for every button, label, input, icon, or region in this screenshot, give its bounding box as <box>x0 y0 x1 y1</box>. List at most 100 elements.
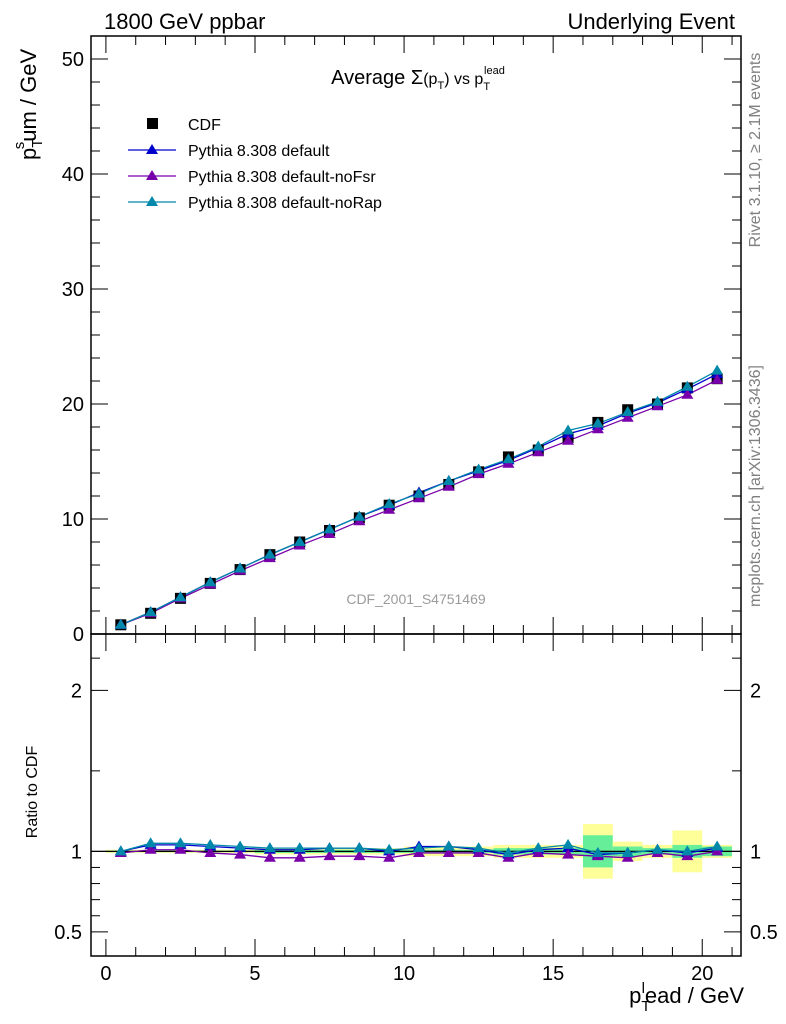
ratio-point-pythia-8-308-default-norap <box>383 843 396 854</box>
ratio-y-tick-label-right: 0.5 <box>750 922 778 944</box>
data-point-pythia-8-308-default-norap <box>502 453 515 464</box>
data-point-pythia-8-308-default-norap <box>204 576 217 587</box>
data-point-pythia-8-308-default-norap <box>442 475 455 486</box>
ratio-point-pythia-8-308-default-nofsr <box>174 843 187 854</box>
header-right: Underlying Event <box>567 9 735 34</box>
ratio-axis-ticks: 0.5 0.51 12 20 5 10 15 20 <box>54 634 778 985</box>
ratio-point-pythia-8-308-default-norap <box>174 837 187 848</box>
data-point-pythia-8-308-default-nofsr <box>562 434 575 445</box>
data-point-pythia-8-308-default-norap <box>532 440 545 451</box>
ratio-plot-frame <box>90 633 742 957</box>
ratio-y-tick-label-left: 2 <box>71 680 82 702</box>
ratio-point-pythia-8-308-default-norap <box>442 840 455 851</box>
ratio-point-pythia-8-308-default-norap <box>472 842 485 853</box>
ratio-point-pythia-8-308-default-norap <box>412 842 425 853</box>
data-point-pythia-8-308-default-nofsr <box>383 503 396 514</box>
data-point-pythia-8-308-default-nofsr <box>532 446 545 457</box>
legend-entry-pythia-nofsr: Pythia 8.308 default-noFsr <box>128 169 376 186</box>
x-tick-label: 0 <box>100 963 111 985</box>
main-plot-panel: 0 10 20 30 40 50 Average Σ(pT) vs pTlead pTsu… <box>11 35 742 646</box>
ratio-point-pythia-8-308-default-norap <box>263 842 276 853</box>
x-tick-label: 20 <box>691 963 713 985</box>
ratio-point-pythia-8-308-default-norap <box>562 838 575 849</box>
ratio-point-pythia-8-308-default-nofsr <box>323 850 336 861</box>
ratio-point-pythia-8-308-default-norap <box>204 838 217 849</box>
data-point-pythia-8-308-default-norap <box>144 606 157 617</box>
data-point-pythia-8-308-default-norap <box>651 395 664 406</box>
ratio-point-pythia-8-308-default-nofsr <box>293 851 306 862</box>
ratio-point-pythia-8-308-default-norap <box>502 846 515 857</box>
data-point-pythia-8-308-default-norap <box>114 618 127 629</box>
ratio-point-pythia-8-308-default-norap <box>532 842 545 853</box>
legend-label-pythia-norap: Pythia 8.308 default-noRap <box>188 195 382 212</box>
data-point-pythia-8-308-default-norap <box>174 591 187 602</box>
legend-entry-pythia-norap: Pythia 8.308 default-noRap <box>128 195 382 212</box>
rivet-version-text: Rivet 3.1.10, ≥ 2.1M events <box>747 53 764 248</box>
ratio-y-axis-label: Ratio to CDF <box>24 746 41 839</box>
data-point-pythia-8-308-default-nofsr <box>711 373 724 384</box>
ratio-point-pythia-8-308-default-norap <box>114 845 127 856</box>
data-point-pythia-8-308-default-nofsr <box>621 411 634 422</box>
x-axis-label: pTlead / GeV <box>629 980 744 1015</box>
data-point-pythia-8-308-default-norap <box>472 463 485 474</box>
main-y-axis-label: pTsum / GeV <box>11 49 46 160</box>
y-tick-label: 50 <box>62 49 84 71</box>
data-point-pythia-8-308-default-norap <box>353 510 366 521</box>
data-point-pythia-8-308-default-norap <box>323 523 336 534</box>
data-point-pythia-8-308-default-norap <box>234 562 247 573</box>
data-point-pythia-8-308-default-norap <box>711 364 724 375</box>
ratio-point-pythia-8-308-default-norap <box>144 837 157 848</box>
legend-entry-cdf: CDF <box>147 117 221 134</box>
ratio-point-pythia-8-308-default-norap <box>293 842 306 853</box>
data-point-pythia-8-308-default-nofsr <box>442 480 455 491</box>
ratio-point-pythia-8-308-default-nofsr <box>204 846 217 857</box>
y-tick-label: 30 <box>62 279 84 301</box>
data-point-pythia-8-308-default-norap <box>383 498 396 509</box>
ratio-point-pythia-8-308-default-norap <box>353 842 366 853</box>
ratio-point-pythia-8-308-default-nofsr <box>263 851 276 862</box>
data-point-pythia-8-308-default-norap <box>591 417 604 428</box>
header-left: 1800 GeV ppbar <box>104 9 265 34</box>
ratio-point-pythia-8-308-default-nofsr <box>383 851 396 862</box>
legend-marker-pythia-norap <box>146 196 158 206</box>
mcplots-credit-text: mcplots.cern.ch [arXiv:1306.3436] <box>747 365 764 607</box>
ratio-point-pythia-8-308-default-norap <box>681 845 694 856</box>
legend-entry-pythia-default: Pythia 8.308 default <box>128 143 330 160</box>
ratio-point-pythia-8-308-default-nofsr <box>353 850 366 861</box>
ratio-point-pythia-8-308-default-norap <box>234 840 247 851</box>
x-tick-label: 15 <box>542 963 564 985</box>
data-point-pythia-8-308-default-norap <box>293 536 306 546</box>
ratio-point-pythia-8-308-default-norap <box>711 840 724 851</box>
legend-label-pythia-default: Pythia 8.308 default <box>188 143 330 160</box>
ratio-y-tick-label-left: 0.5 <box>54 922 82 944</box>
y-tick-label: 10 <box>62 509 84 531</box>
legend-label-pythia-nofsr: Pythia 8.308 default-noFsr <box>188 169 376 186</box>
legend: CDF Pythia 8.308 default Pythia 8.308 de… <box>128 117 382 212</box>
ratio-point-pythia-8-308-default-norap <box>323 842 336 853</box>
analysis-id-label: CDF_2001_S4751469 <box>346 591 486 607</box>
main-series-markers <box>114 364 724 631</box>
ratio-series-markers <box>114 837 724 862</box>
y-tick-label: 0 <box>73 624 84 646</box>
legend-marker-cdf <box>147 118 158 129</box>
ratio-point-pythia-8-308-default-nofsr <box>144 843 157 854</box>
data-point-pythia-8-308-default-norap <box>263 548 276 559</box>
x-tick-label: 10 <box>393 963 415 985</box>
ratio-point-pythia-8-308-default-nofsr <box>442 846 455 857</box>
y-tick-label: 40 <box>62 164 84 186</box>
ratio-point-pythia-8-308-default-nofsr <box>562 848 575 859</box>
data-point-pythia-8-308-default-norap <box>562 424 575 435</box>
ratio-point-pythia-8-308-default-nofsr <box>234 848 247 859</box>
ratio-y-tick-label-right: 1 <box>750 841 761 863</box>
data-point-pythia-8-308-default-norap <box>681 380 694 391</box>
ratio-point-pythia-8-308-default-norap <box>591 846 604 857</box>
y-tick-label: 20 <box>62 394 84 416</box>
data-point-pythia-8-308-default-nofsr <box>591 423 604 434</box>
ratio-y-tick-label-right: 2 <box>750 680 761 702</box>
ratio-point-pythia-8-308-default-norap <box>621 846 634 857</box>
chart-title: Average Σ(pT) vs pTlead <box>331 65 505 93</box>
legend-marker-pythia-nofsr <box>146 170 158 180</box>
data-point-pythia-8-308-default-nofsr <box>681 388 694 399</box>
ratio-point-pythia-8-308-default-norap <box>651 843 664 854</box>
